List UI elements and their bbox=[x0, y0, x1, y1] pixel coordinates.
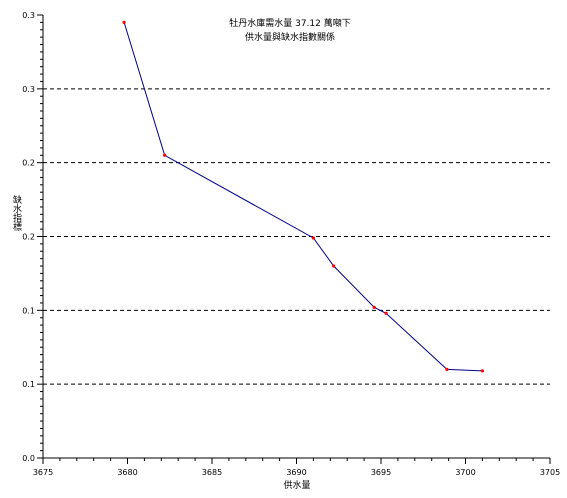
chart-title-line1: 牡丹水庫需水量 37.12 萬噸下 bbox=[229, 17, 351, 29]
x-tick-label: 3680 bbox=[117, 468, 137, 477]
y-tick-label: 0.2 bbox=[22, 159, 35, 168]
data-point bbox=[332, 264, 336, 268]
data-point bbox=[445, 367, 449, 371]
y-tick-label: 0.0 bbox=[22, 454, 35, 463]
data-point bbox=[311, 236, 315, 240]
y-tick-label: 0.3 bbox=[22, 11, 35, 20]
x-tick-label: 3690 bbox=[286, 468, 306, 477]
data-point bbox=[122, 20, 126, 24]
y-axis-ticks: 0.0 0.1 0.1 0.2 0.2 0.3 0.3 bbox=[22, 11, 43, 463]
x-axis-title: 供水量 bbox=[283, 479, 310, 491]
x-tick-label: 3700 bbox=[455, 468, 475, 477]
y-tick-label: 0.3 bbox=[22, 85, 35, 94]
x-axis-ticks: 3675 3680 3685 3690 3695 3700 3705 bbox=[33, 458, 560, 477]
data-point bbox=[384, 311, 388, 315]
y-axis-title: 缺水指標 bbox=[11, 194, 22, 232]
chart-title-line2: 供水量與缺水指數關係 bbox=[245, 31, 335, 43]
x-tick-label: 3685 bbox=[202, 468, 222, 477]
x-tick-label: 3675 bbox=[33, 468, 53, 477]
data-point bbox=[372, 305, 376, 309]
x-tick-label: 3695 bbox=[371, 468, 391, 477]
y-tick-label: 0.1 bbox=[22, 380, 35, 389]
series-line bbox=[123, 22, 483, 372]
data-point bbox=[163, 153, 167, 157]
data-point bbox=[480, 369, 484, 373]
data-series bbox=[122, 20, 484, 373]
y-tick-label: 0.1 bbox=[22, 306, 35, 315]
x-tick-label: 3705 bbox=[540, 468, 560, 477]
y-tick-label: 0.2 bbox=[22, 233, 35, 242]
gridlines bbox=[43, 88, 550, 385]
